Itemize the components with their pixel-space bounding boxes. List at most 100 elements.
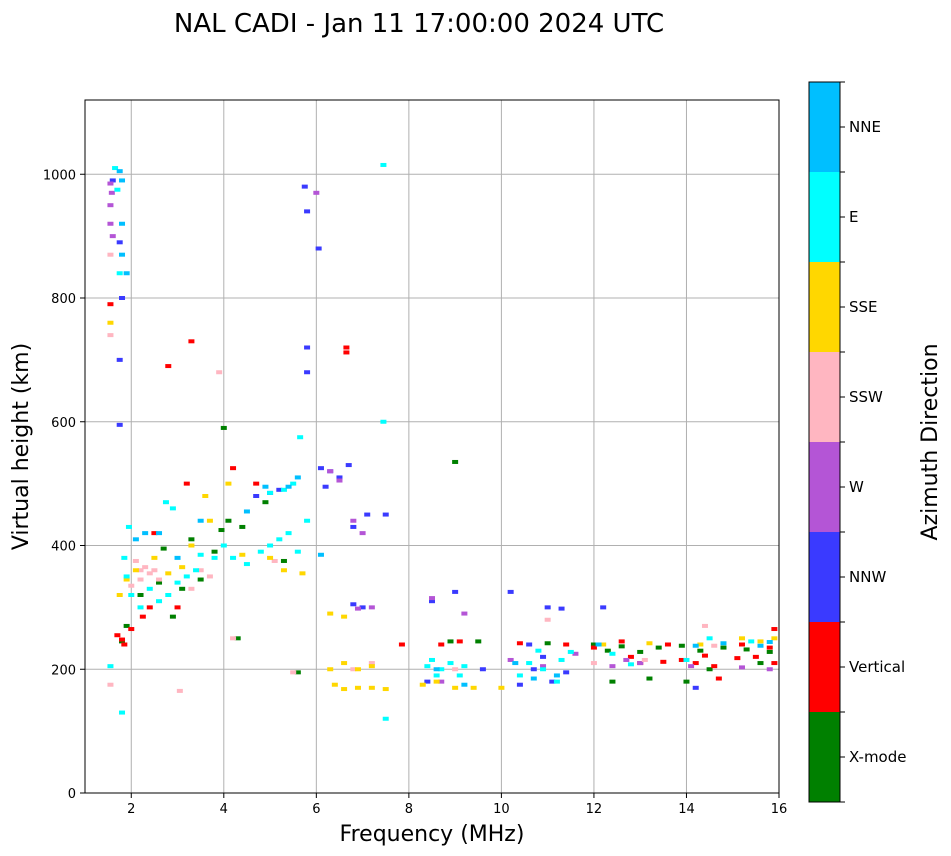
data-point-e (683, 657, 690, 662)
data-point-nnw (317, 466, 324, 471)
data-point-vertical (253, 481, 260, 486)
colorbar-swatch (809, 622, 840, 712)
data-point-nne (116, 169, 123, 174)
data-point-e (257, 549, 264, 554)
data-point-w (438, 679, 445, 684)
data-point-x-mode (655, 645, 662, 650)
data-point-w (429, 596, 435, 601)
data-point-nnw (304, 209, 311, 214)
data-point-e (156, 599, 163, 604)
data-point-sse (132, 568, 139, 573)
data-point-nnw (304, 345, 311, 350)
data-point-w (108, 190, 115, 195)
data-point-x-mode (188, 537, 195, 542)
data-point-sse (771, 636, 778, 641)
data-point-ssw (452, 667, 459, 672)
data-point-nne (317, 552, 324, 557)
data-point-sse (368, 685, 375, 690)
data-point-vertical (343, 350, 350, 355)
data-point-vertical (151, 531, 158, 536)
data-point-x-mode (123, 623, 130, 628)
data-point-e (193, 568, 200, 573)
data-point-ssw (197, 568, 204, 573)
data-point-w (572, 651, 579, 656)
data-point-ssw (230, 636, 237, 641)
data-point-e (123, 574, 130, 579)
data-point-e (183, 574, 190, 579)
colorbar-label: Azimuth Direction (918, 343, 943, 540)
data-point-ssw (176, 688, 183, 693)
data-point-ssw (107, 252, 114, 257)
data-point-sse (123, 577, 130, 582)
data-point-ssw (107, 333, 114, 338)
data-point-vertical (752, 654, 759, 659)
data-point-w (368, 605, 375, 610)
data-point-e (627, 662, 634, 667)
data-point-nne (119, 252, 126, 257)
data-point-e (297, 435, 304, 440)
data-point-vertical (128, 627, 135, 632)
data-point-x-mode (678, 643, 685, 648)
data-point-nnw (429, 599, 435, 604)
data-point-ssw (128, 583, 135, 588)
data-point-sse (179, 565, 186, 570)
data-point-vertical (678, 657, 685, 662)
data-point-ssw (216, 370, 223, 375)
data-point-e (243, 562, 250, 567)
data-point-vertical (738, 642, 745, 647)
data-point-x-mode (294, 670, 301, 675)
data-point-e (461, 664, 468, 669)
data-point-w (359, 531, 366, 536)
y-tick-label: 400 (51, 540, 76, 555)
data-point-vertical (563, 642, 570, 647)
data-point-x-mode (211, 549, 218, 554)
data-point-sse (341, 661, 348, 666)
data-point-e (558, 657, 565, 662)
data-point-nne (119, 178, 126, 183)
data-point-w (637, 661, 644, 666)
data-point-e (380, 162, 387, 167)
data-point-nnw (692, 685, 699, 690)
data-point-e (540, 667, 547, 672)
data-point-nne (512, 661, 519, 666)
data-point-e (567, 649, 574, 654)
data-point-sse (470, 685, 477, 690)
data-point-nne (156, 531, 163, 536)
data-point-nne (461, 682, 468, 687)
data-point-sse (165, 571, 172, 576)
data-point-e (125, 524, 132, 529)
data-point-ssw (701, 623, 708, 628)
data-point-ssw (142, 565, 149, 570)
data-point-nne (720, 641, 727, 646)
y-tick-label: 200 (51, 663, 76, 678)
data-point-sse (354, 685, 361, 690)
data-point-nnw (452, 589, 459, 594)
data-point-e (294, 549, 301, 554)
data-point-nne (595, 642, 602, 647)
data-point-vertical (139, 614, 146, 619)
data-point-vertical (664, 642, 671, 647)
data-point-x-mode (637, 649, 644, 654)
data-point-nnw (382, 512, 389, 517)
data-point-x-mode (225, 518, 232, 523)
data-point-e (276, 537, 283, 542)
data-point-w (336, 478, 343, 483)
y-tick-label: 600 (51, 416, 76, 431)
data-point-sse (368, 664, 375, 669)
data-point-vertical (230, 466, 237, 471)
data-point-x-mode (766, 649, 773, 654)
colorbar-swatch (809, 172, 840, 262)
data-point-e (516, 673, 523, 678)
data-point-x-mode (475, 639, 482, 644)
data-point-e (424, 664, 431, 669)
data-point-ssw (590, 661, 597, 666)
x-axis-label: Frequency (MHz) (340, 822, 525, 847)
data-point-nne (142, 531, 149, 536)
data-point-vertical (456, 639, 463, 644)
data-point-nne (119, 221, 126, 226)
data-point-e (535, 648, 542, 653)
x-tick-label: 4 (220, 802, 228, 817)
grid-lines (85, 100, 780, 794)
data-point-vertical (114, 633, 121, 638)
data-point-nnw (507, 589, 514, 594)
